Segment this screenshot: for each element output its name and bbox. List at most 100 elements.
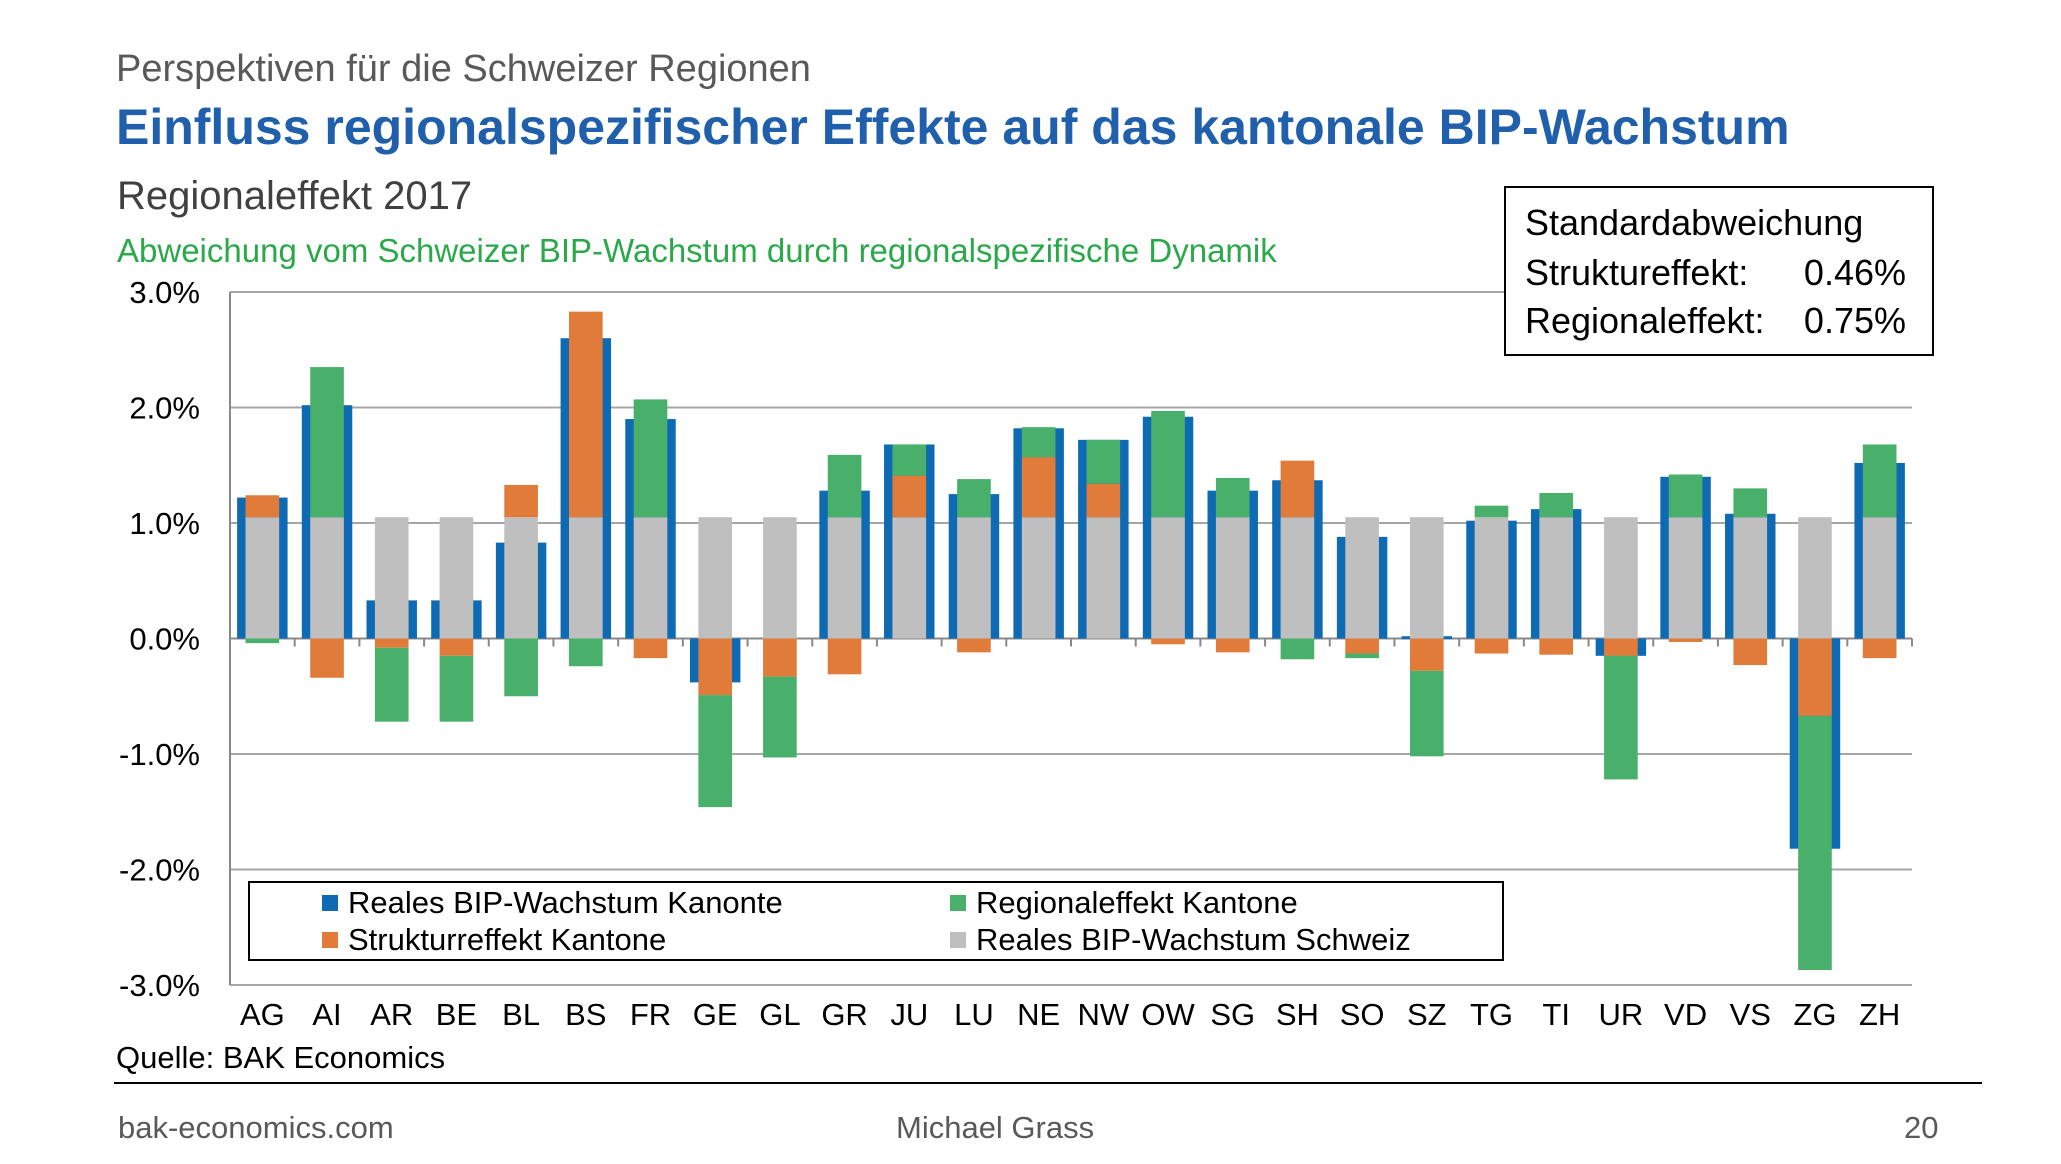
- legend-swatch: [322, 895, 338, 911]
- bar-swiss-growth-ti: [1539, 517, 1574, 639]
- chart-subtitle: Abweichung vom Schweizer BIP-Wachstum du…: [117, 232, 1277, 269]
- y-tick-label: 2.0%: [129, 391, 200, 426]
- bar-structural-sz: [1409, 638, 1444, 671]
- y-tick-label: 0.0%: [129, 622, 200, 657]
- legend-label: Strukturreffekt Kantone: [348, 922, 666, 957]
- bar-swiss-growth-ju: [892, 517, 927, 639]
- bar-swiss-growth-bl: [504, 517, 538, 639]
- legend-label: Reales BIP-Wachstum Schweiz: [976, 922, 1411, 957]
- footer-website: bak-economics.com: [118, 1110, 394, 1145]
- legend-box: [248, 881, 1504, 961]
- bar-regional-lu: [957, 479, 991, 518]
- bar-swiss-growth-so: [1345, 517, 1379, 639]
- x-tick-label: NE: [1017, 997, 1060, 1032]
- x-tick-label: FR: [630, 997, 671, 1032]
- x-tick-label: ZH: [1859, 997, 1900, 1032]
- kicker-title: Perspektiven für die Schweizer Regionen: [116, 48, 811, 90]
- info-value: 0.46%: [1804, 252, 1906, 293]
- legend-label: Reales BIP-Wachstum Kanonte: [348, 885, 783, 920]
- bar-swiss-growth-sg: [1215, 517, 1250, 639]
- bar-regional-bl: [504, 638, 538, 697]
- x-tick-label: TI: [1542, 997, 1570, 1032]
- bar-structural-fr: [633, 638, 668, 659]
- bar-regional-zg: [1798, 715, 1832, 970]
- legend-label: Regionaleffekt Kantone: [976, 885, 1298, 920]
- bar-structural-be: [439, 638, 474, 656]
- legend-swatch: [322, 932, 338, 948]
- x-tick-label: ZG: [1793, 997, 1836, 1032]
- bar-structural-bs: [568, 311, 603, 518]
- bar-regional-ur: [1604, 655, 1638, 780]
- bar-structural-ow: [1151, 638, 1185, 645]
- x-tick-label: GR: [821, 997, 868, 1032]
- x-tick-label: LU: [954, 997, 994, 1032]
- bar-regional-ne: [1021, 427, 1056, 458]
- bar-structural-ur: [1604, 638, 1638, 656]
- x-tick-label: GE: [693, 997, 738, 1032]
- bar-structural-sg: [1215, 638, 1250, 653]
- bar-structural-sh: [1280, 460, 1315, 518]
- bar-swiss-growth-nw: [1086, 517, 1121, 639]
- y-tick-label: -1.0%: [119, 737, 200, 772]
- y-tick-label: 3.0%: [129, 275, 200, 310]
- bar-structural-lu: [957, 638, 991, 653]
- bar-structural-vs: [1733, 638, 1768, 666]
- x-tick-label: NW: [1078, 997, 1130, 1032]
- bar-swiss-growth-ai: [310, 517, 344, 639]
- bar-regional-gr: [827, 454, 862, 518]
- footer-divider: [114, 1082, 1982, 1084]
- bar-regional-bs: [568, 638, 603, 667]
- bar-regional-zh: [1862, 444, 1897, 518]
- bar-regional-ar: [374, 647, 409, 722]
- bar-regional-ge: [698, 695, 733, 808]
- bar-structural-ti: [1539, 638, 1574, 655]
- bar-regional-vs: [1733, 488, 1768, 518]
- bar-regional-ai: [310, 367, 344, 518]
- bar-regional-ag: [245, 638, 280, 644]
- bar-structural-zg: [1798, 638, 1832, 716]
- bar-regional-tg: [1474, 505, 1509, 518]
- bar-regional-nw: [1086, 439, 1121, 484]
- bar-structural-ne: [1021, 457, 1056, 518]
- bar-regional-ow: [1151, 410, 1185, 518]
- bar-swiss-growth-sh: [1280, 517, 1315, 639]
- bar-structural-gl: [763, 638, 797, 677]
- bar-regional-sz: [1409, 670, 1444, 757]
- page-title: Einfluss regionalspezifischer Effekte au…: [116, 99, 1790, 155]
- x-tick-label: BE: [436, 997, 477, 1032]
- bar-swiss-growth-tg: [1474, 517, 1509, 639]
- x-tick-label: AG: [240, 997, 285, 1032]
- bar-swiss-growth-ge: [698, 517, 733, 639]
- legend-swatch: [950, 932, 966, 948]
- y-tick-label: -3.0%: [119, 968, 200, 1003]
- bar-regional-so: [1345, 653, 1379, 659]
- bar-swiss-growth-ag: [245, 517, 280, 639]
- bar-structural-tg: [1474, 638, 1509, 654]
- bar-swiss-growth-zh: [1862, 517, 1897, 639]
- bar-swiss-growth-bs: [568, 517, 603, 639]
- bar-regional-ti: [1539, 492, 1574, 518]
- bar-swiss-growth-ne: [1021, 517, 1056, 639]
- bar-structural-ai: [310, 638, 344, 678]
- source-note: Quelle: BAK Economics: [116, 1040, 446, 1075]
- bar-structural-ge: [698, 638, 733, 696]
- page-number: 20: [1904, 1110, 1939, 1145]
- x-tick-label: BL: [502, 997, 540, 1032]
- info-label: Regionaleffekt:: [1525, 300, 1765, 341]
- bar-swiss-growth-ow: [1151, 517, 1185, 639]
- bar-swiss-growth-ur: [1604, 517, 1638, 639]
- x-tick-label: SZ: [1407, 997, 1447, 1032]
- x-tick-label: OW: [1141, 997, 1195, 1032]
- info-box: [1504, 186, 1934, 356]
- bar-regional-fr: [633, 399, 668, 518]
- y-tick-label: 1.0%: [129, 506, 200, 541]
- bar-swiss-growth-fr: [633, 517, 668, 639]
- x-tick-label: UR: [1598, 997, 1643, 1032]
- bar-regional-gl: [763, 676, 797, 758]
- bar-swiss-growth-lu: [957, 517, 991, 639]
- bar-swiss-growth-vs: [1733, 517, 1768, 639]
- info-label: Struktureffekt:: [1525, 252, 1748, 293]
- bar-regional-sg: [1215, 477, 1250, 518]
- bar-swiss-growth-be: [439, 517, 474, 639]
